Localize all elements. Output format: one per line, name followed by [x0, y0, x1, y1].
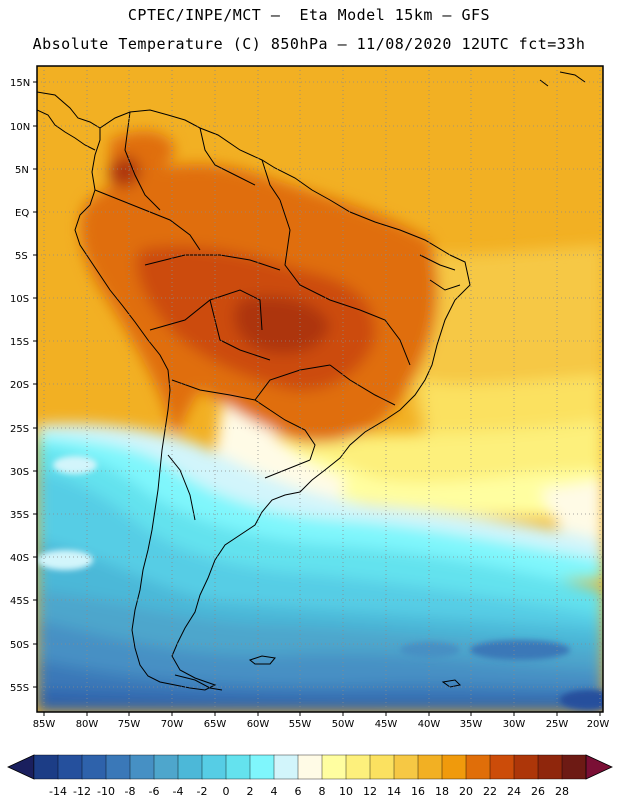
colorbar-tick-label: 12 — [363, 785, 377, 798]
lat-label: 20S — [10, 380, 29, 391]
colorbar-swatch — [273, 754, 299, 780]
colorbar-swatch — [441, 754, 467, 780]
colorbar-tick-label: 4 — [271, 785, 278, 798]
colorbar-tick-label: 20 — [459, 785, 473, 798]
colorbar-tick-label: -10 — [97, 785, 115, 798]
colorbar-swatch — [33, 754, 59, 780]
colorbar-swatch — [225, 754, 251, 780]
field-minus12-minus10 — [37, 690, 603, 712]
axis-ticks — [33, 81, 601, 716]
longitude-labels: 85W 80W 75W 70W 65W 60W 55W 50W 45W 40W … — [33, 719, 610, 730]
temperature-field — [37, 66, 603, 712]
lat-label: 5N — [15, 165, 29, 176]
colorbar-swatch — [57, 754, 83, 780]
coastlines-and-borders — [37, 71, 586, 691]
lat-label: 10N — [10, 122, 30, 133]
colorbar-tick-label: -14 — [49, 785, 67, 798]
colorbar-tick-label: -6 — [149, 785, 160, 798]
lat-label: 15N — [10, 78, 30, 89]
colorbar-swatch — [105, 754, 131, 780]
colorbar-under-arrow — [7, 754, 35, 780]
lon-label: 45W — [375, 719, 398, 730]
lon-label: 50W — [332, 719, 355, 730]
colorbar-tick-label: -8 — [125, 785, 136, 798]
colorbar-swatch — [513, 754, 539, 780]
lat-label: 15S — [10, 337, 29, 348]
lat-label: 5S — [15, 251, 28, 262]
lon-label: 85W — [33, 719, 56, 730]
colorbar-tick-label: 24 — [507, 785, 521, 798]
colorbar-swatch — [81, 754, 107, 780]
map-frame — [36, 65, 604, 713]
colorbar-swatch — [153, 754, 179, 780]
colorbar-swatch — [417, 754, 443, 780]
colorbar-swatch — [369, 754, 395, 780]
map-title-line-1: CPTEC/INPE/MCT – Eta Model 15km – GFS — [127, 6, 491, 24]
colorbar-swatch — [129, 754, 155, 780]
colorbar-tick-label: 16 — [411, 785, 425, 798]
latitude-labels: 15N 10N 5N EQ 5S 10S 15S 20S 25S 30S 35S… — [10, 78, 30, 694]
colorbar-tick-label: 14 — [387, 785, 401, 798]
colorbar-tick-label: 28 — [555, 785, 569, 798]
colorbar-tick-label: 22 — [483, 785, 497, 798]
lat-label: 25S — [10, 424, 29, 435]
lon-label: 25W — [546, 719, 569, 730]
colorbar-tick-label: -12 — [73, 785, 91, 798]
south-america-coastline — [74, 109, 471, 691]
colorbar-swatch — [489, 754, 515, 780]
colorbar-tick-label: 8 — [319, 785, 326, 798]
lon-label: 30W — [503, 719, 526, 730]
colorbar-tick-label: 18 — [435, 785, 449, 798]
colorbar-swatch — [321, 754, 347, 780]
colorbar-swatch — [393, 754, 419, 780]
lat-label: 55S — [10, 683, 29, 694]
lon-label: 75W — [118, 719, 141, 730]
colorbar: -14 -12 -10 -8 -6 -4 -2 0 2 4 6 8 10 12 14 16 18 20 22 24 26… — [7, 754, 613, 798]
lat-label: EQ — [15, 208, 29, 219]
colorbar-tick-label: 10 — [339, 785, 353, 798]
map-title-line-2: Absolute Temperature (C) 850hPa – 11/08/… — [32, 35, 586, 53]
colorbar-tick-label: -2 — [197, 785, 208, 798]
lon-label: 20W — [587, 719, 610, 730]
lon-label: 60W — [247, 719, 270, 730]
lon-label: 35W — [460, 719, 483, 730]
colorbar-over-arrow — [585, 754, 613, 780]
colorbar-swatch — [537, 754, 563, 780]
colorbar-tick-label: -4 — [173, 785, 184, 798]
colorbar-swatch — [297, 754, 323, 780]
colorbar-swatch — [201, 754, 227, 780]
lat-label: 35S — [10, 510, 29, 521]
lon-label: 80W — [76, 719, 99, 730]
lon-label: 40W — [418, 719, 441, 730]
lon-label: 70W — [161, 719, 184, 730]
lat-label: 30S — [10, 467, 29, 478]
lat-label: 50S — [10, 640, 29, 651]
lon-label: 65W — [204, 719, 227, 730]
colorbar-tick-label: 6 — [295, 785, 302, 798]
colorbar-swatch — [465, 754, 491, 780]
colorbar-tick-label: 26 — [531, 785, 545, 798]
lat-label: 40S — [10, 553, 29, 564]
colorbar-tick-label: 0 — [223, 785, 230, 798]
colorbar-tick-label: 2 — [247, 785, 254, 798]
colorbar-swatch — [249, 754, 275, 780]
lat-label: 10S — [10, 294, 29, 305]
colorbar-swatch — [561, 754, 587, 780]
lat-label: 45S — [10, 596, 29, 607]
colorbar-swatch — [345, 754, 371, 780]
colorbar-swatch — [177, 754, 203, 780]
lon-label: 55W — [289, 719, 312, 730]
